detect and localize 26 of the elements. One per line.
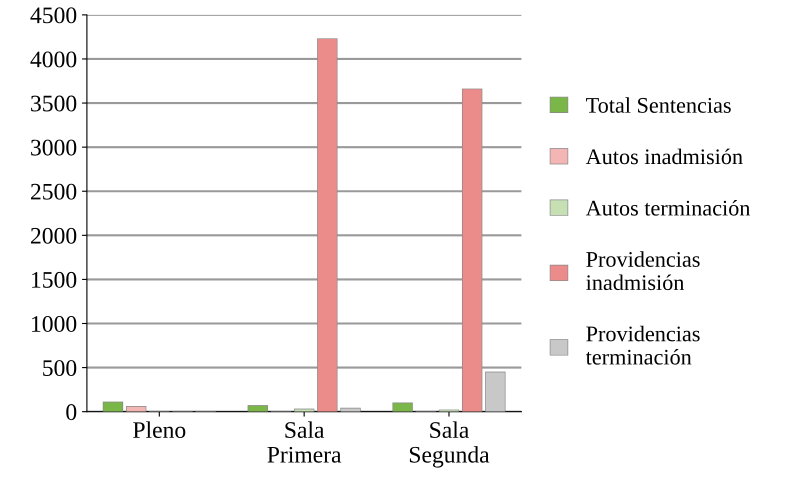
y-tick-label: 2500: [30, 184, 76, 200]
legend-label: Providencias inadmisión: [586, 251, 700, 290]
bar: [126, 406, 146, 412]
bar: [248, 405, 268, 412]
bar: [294, 408, 314, 412]
bar: [392, 402, 413, 412]
y-tick-label: 500: [43, 360, 76, 376]
y-tick-label: 1000: [32, 316, 76, 332]
legend-label: Autos terminación: [586, 200, 750, 216]
x-tick-label: Sala Primera: [267, 421, 342, 463]
y-tick-label: 4000: [30, 51, 76, 68]
x-tick-label: Pleno: [133, 421, 186, 438]
bar: [485, 372, 506, 412]
legend-label: Total Sentencias: [586, 97, 731, 113]
y-tick-label: 3000: [31, 140, 76, 156]
y-tick-label: 2000: [30, 228, 76, 244]
y-tick-label: 4500: [30, 7, 76, 24]
bar: [317, 38, 338, 412]
y-tick-label: 0: [66, 404, 76, 420]
bar: [102, 402, 124, 412]
bar: [462, 88, 482, 412]
legend-label: Autos inadmisión: [586, 148, 743, 164]
y-tick-label: 1500: [32, 272, 76, 288]
x-tick-label: Sala Segunda: [410, 421, 490, 468]
legend-label: Providencias terminación: [586, 326, 700, 365]
y-tick-label: 3500: [31, 96, 76, 112]
